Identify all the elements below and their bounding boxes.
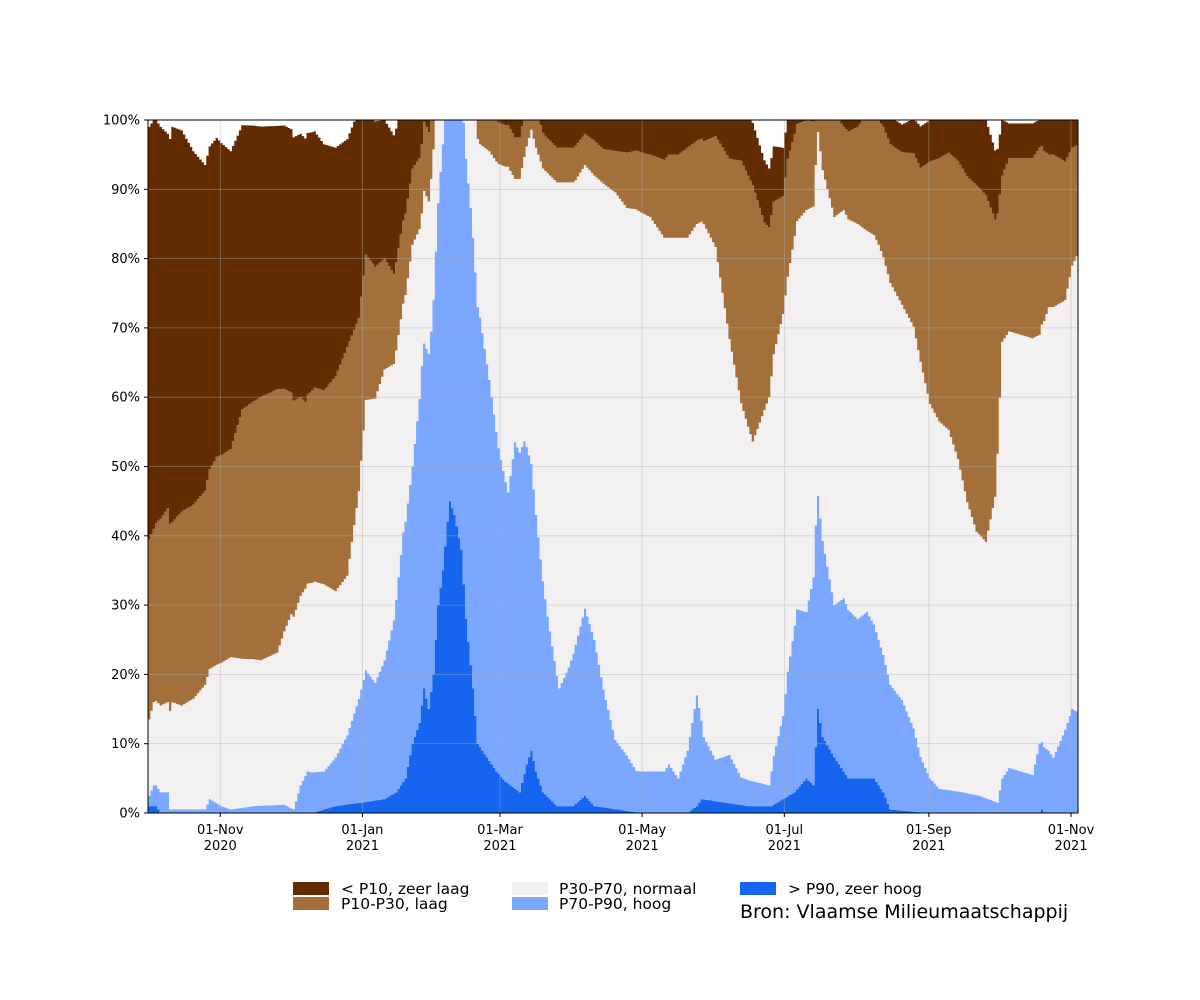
legend-label: < P10, zeer laag — [341, 880, 470, 898]
legend-item-laag: P10-P30, laag — [293, 895, 448, 913]
x-tick-label: 01-Sep — [906, 823, 952, 838]
legend-item-zeer-hoog: > P90, zeer hoog — [740, 880, 922, 898]
x-axis: 01-Nov202001-Jan202101-Mar202101-May2021… — [197, 813, 1095, 854]
legend-item-normaal: P30-P70, normaal — [512, 880, 696, 898]
x-tick-label: 01-Nov — [197, 823, 244, 838]
x-tick-label-year: 2021 — [626, 839, 659, 854]
y-tick-label: 60% — [111, 391, 140, 406]
x-tick-label: 01-Mar — [477, 823, 523, 838]
legend-label: P10-P30, laag — [341, 895, 448, 913]
series-area-3 — [148, 120, 1078, 720]
x-tick-label: 01-Nov — [1048, 823, 1095, 838]
series-area-1 — [148, 120, 1078, 813]
series-area-4 — [148, 120, 1078, 540]
legend-swatch — [293, 897, 329, 910]
y-tick-label: 50% — [111, 460, 140, 475]
legend-label: P30-P70, normaal — [559, 880, 696, 898]
y-tick-label: 100% — [103, 114, 140, 129]
x-tick-label: 01-Jan — [341, 823, 383, 838]
y-tick-label: 80% — [111, 252, 140, 267]
legend-item-zeer-laag: < P10, zeer laag — [293, 880, 470, 898]
y-tick-label: 0% — [119, 807, 140, 822]
source-credit: Bron: Vlaamse Milieumaatschappij — [740, 901, 1068, 923]
legend: < P10, zeer laag P10-P30, laag P30-P70, … — [293, 880, 922, 913]
y-tick-label: 30% — [111, 599, 140, 614]
legend-swatch — [512, 882, 548, 895]
x-tick-label: 01-May — [618, 823, 666, 838]
legend-swatch — [512, 897, 548, 910]
series-area-2 — [148, 120, 1078, 810]
legend-label: P70-P90, hoog — [559, 895, 671, 913]
y-tick-label: 90% — [111, 183, 140, 198]
x-tick-label-year: 2021 — [483, 839, 516, 854]
x-tick-label-year: 2021 — [1054, 839, 1087, 854]
legend-swatch — [740, 882, 776, 895]
series-layer — [148, 120, 1078, 813]
x-tick-label-year: 2021 — [768, 839, 801, 854]
legend-label: > P90, zeer hoog — [788, 880, 922, 898]
y-tick-label: 70% — [111, 321, 140, 336]
x-tick-label-year: 2021 — [912, 839, 945, 854]
y-tick-label: 10% — [111, 737, 140, 752]
x-tick-label: 01-Jul — [765, 823, 803, 838]
y-tick-label: 20% — [111, 668, 140, 683]
legend-swatch — [293, 882, 329, 895]
x-tick-label-year: 2020 — [204, 839, 237, 854]
y-tick-label: 40% — [111, 529, 140, 544]
legend-item-hoog: P70-P90, hoog — [512, 895, 671, 913]
y-axis: 0% 10% 20% 30% 40% 50% 60% 70% 80% 90% 100% — [103, 114, 148, 822]
x-tick-label-year: 2021 — [346, 839, 379, 854]
